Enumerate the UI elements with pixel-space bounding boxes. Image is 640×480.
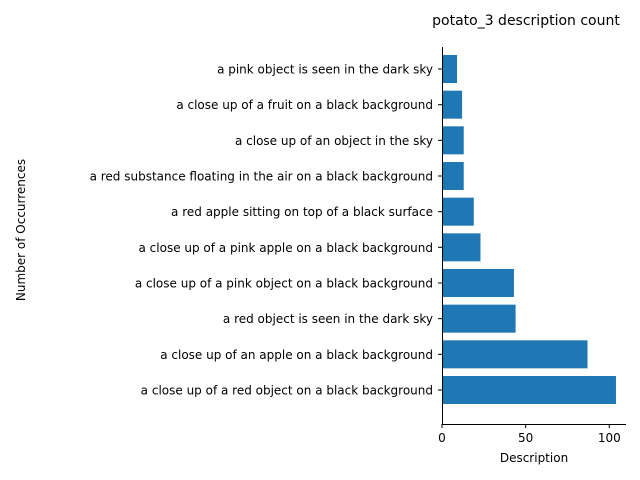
y-tick-label: a close up of an object in the sky [235,134,433,148]
y-tick-label: a red apple sitting on top of a black su… [171,205,433,219]
x-tick-label: 0 [438,431,446,445]
bar [442,304,516,333]
bar [442,269,514,297]
y-tick-label: a close up of a red object on a black ba… [141,384,433,398]
x-axis-ticks: 0 50 100 [438,424,621,445]
y-tick-label: a close up of a pink apple on a black ba… [139,241,434,255]
bar [442,55,458,83]
bar [442,376,616,404]
y-axis-ticks: a close up of a red object on a black ba… [90,63,442,398]
x-tick-label: 50 [518,431,533,445]
chart-title: potato_3 description count [432,13,620,29]
y-tick-label: a red substance floating in the air on a… [90,170,433,184]
y-tick-label: a close up of a pink object on a black b… [135,277,433,291]
y-tick-label: a close up of a fruit on a black backgro… [176,98,433,112]
bar [442,340,588,369]
y-tick-label: a close up of an apple on a black backgr… [160,348,433,362]
bar [442,233,481,262]
y-tick-label: a pink object is seen in the dark sky [217,63,433,77]
x-axis-label: Description [500,451,568,465]
y-axis-label: Number of Occurrences [14,159,28,301]
y-tick-label: a red object is seen in the dark sky [223,312,433,326]
bar [442,126,464,155]
bar [442,197,474,226]
bar [442,162,464,190]
bars [442,55,616,404]
bar [442,90,463,119]
x-tick-label: 100 [598,431,621,445]
